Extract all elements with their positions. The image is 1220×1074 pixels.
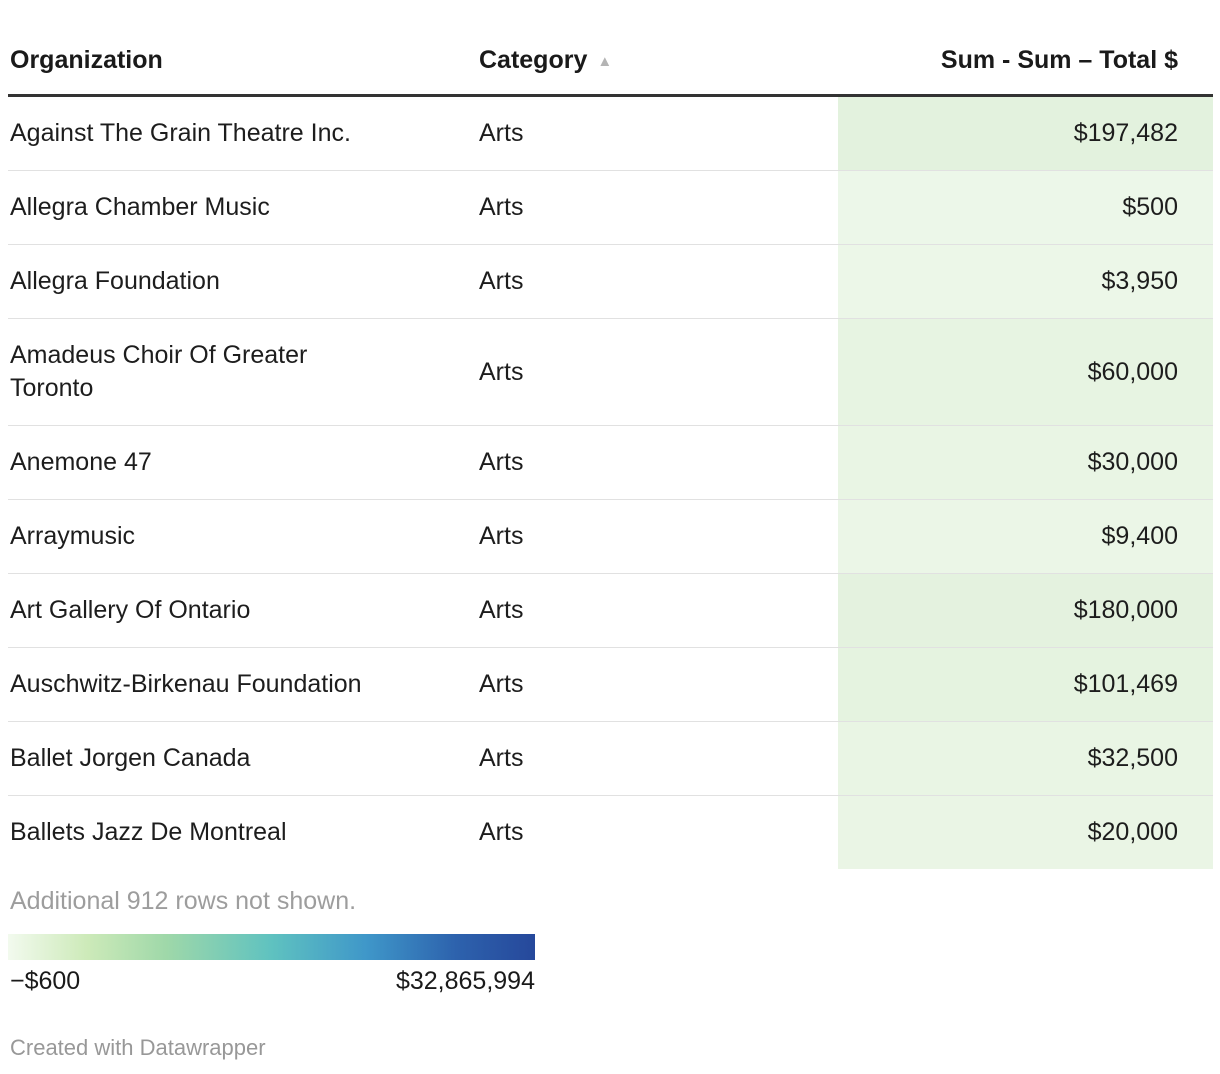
cell-total: $20,000	[838, 795, 1213, 869]
cell-total: $32,500	[838, 721, 1213, 796]
cell-category: Arts	[477, 647, 838, 722]
data-table: Organization Category ▲ Sum - Sum – Total…	[8, 0, 1213, 869]
column-header-category[interactable]: Category ▲	[477, 0, 838, 97]
cell-category: Arts	[477, 499, 838, 574]
cell-organization: Against The Grain Theatre Inc.	[10, 119, 351, 147]
table-row: Art Gallery Of Ontario Arts $180,000	[8, 573, 1213, 648]
cell-category: Arts	[479, 119, 524, 147]
cell-total: $9,400	[838, 499, 1213, 574]
cell-total: $3,950	[838, 244, 1213, 319]
cell-organization: Ballets Jazz De Montreal	[8, 795, 477, 869]
cell-category: Arts	[477, 721, 838, 796]
table-row: Auschwitz-Birkenau Foundation Arts $101,…	[8, 647, 1213, 722]
cell-category: Arts	[477, 318, 838, 426]
cell-category: Arts	[477, 573, 838, 648]
table-row: Anemone 47 Arts $30,000	[8, 425, 1213, 500]
column-header-organization[interactable]: Organization	[8, 0, 477, 97]
cell-category: Arts	[477, 244, 838, 319]
cell-total: $500	[838, 170, 1213, 245]
table-row: Against The Grain Theatre Inc. Arts $197…	[8, 95, 1213, 171]
legend-max-label: $32,865,994	[395, 967, 535, 995]
cell-organization: Allegra Chamber Music	[8, 170, 477, 245]
sort-ascending-icon: ▲	[597, 53, 613, 70]
cell-category: Arts	[477, 425, 838, 500]
table-row: Allegra Chamber Music Arts $500	[8, 170, 1213, 245]
column-header-total[interactable]: Sum - Sum – Total $	[838, 0, 1213, 97]
cell-total: $30,000	[838, 425, 1213, 500]
legend-min-label: −$600	[10, 967, 81, 995]
cell-organization: Amadeus Choir Of Greater Toronto	[8, 318, 477, 426]
cell-organization: Auschwitz-Birkenau Foundation	[8, 647, 477, 722]
cell-organization: Art Gallery Of Ontario	[8, 573, 477, 648]
legend-labels: −$600 $32,865,994	[8, 967, 535, 996]
cell-organization: Allegra Foundation	[8, 244, 477, 319]
table-row: Ballet Jorgen Canada Arts $32,500	[8, 721, 1213, 796]
table-row: Allegra Foundation Arts $3,950	[8, 244, 1213, 319]
cell-organization: Anemone 47	[8, 425, 477, 500]
cell-category: Arts	[477, 170, 838, 245]
cell-category: Arts	[477, 795, 838, 869]
legend-gradient-bar	[8, 934, 535, 960]
cell-organization: Arraymusic	[8, 499, 477, 574]
rows-not-shown-note: Additional 912 rows not shown.	[10, 887, 357, 915]
cell-organization: Ballet Jorgen Canada	[8, 721, 477, 796]
cell-total: $180,000	[838, 573, 1213, 648]
cell-total: $197,482	[838, 95, 1213, 171]
table-row: Ballets Jazz De Montreal Arts $20,000	[8, 795, 1213, 869]
datawrapper-attribution[interactable]: Created with Datawrapper	[10, 1035, 266, 1060]
cell-total: $60,000	[838, 318, 1213, 426]
header-row: Organization Category ▲ Sum - Sum – Total…	[8, 0, 1213, 97]
column-header-category-label: Category	[479, 46, 588, 74]
table-row: Arraymusic Arts $9,400	[8, 499, 1213, 574]
cell-total: $101,469	[838, 647, 1213, 722]
table-row: Amadeus Choir Of Greater Toronto Arts $6…	[8, 318, 1213, 426]
